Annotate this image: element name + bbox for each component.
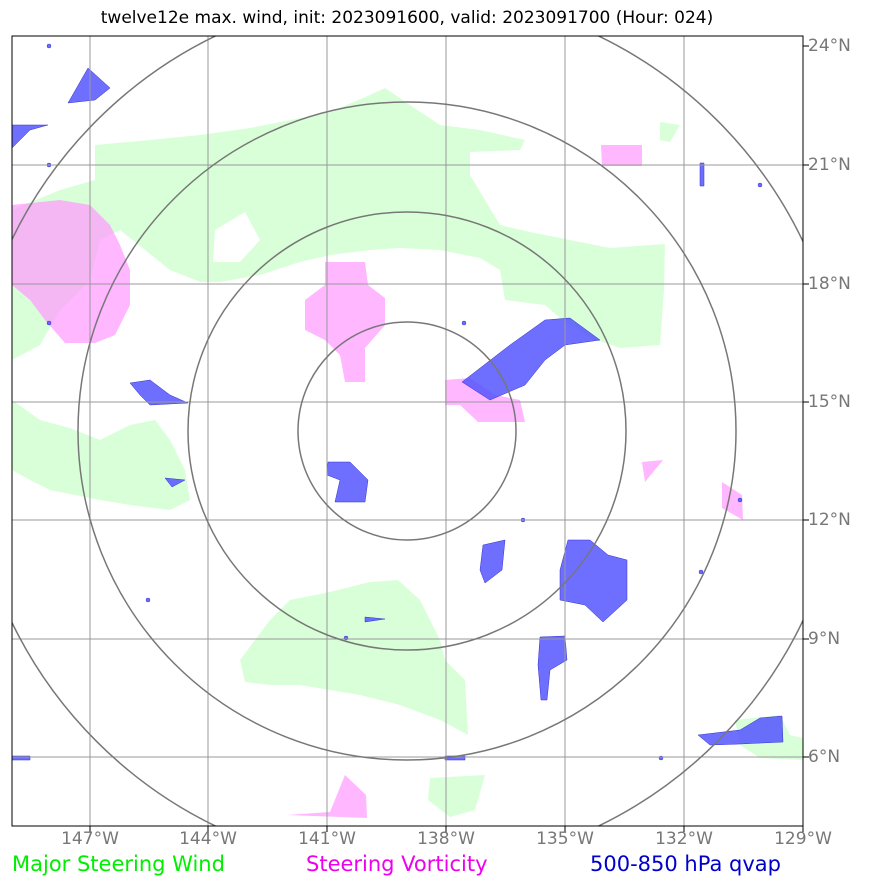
lat-label-18n: 18°N bbox=[808, 274, 851, 294]
lat-label-21n: 21°N bbox=[808, 155, 851, 175]
lat-label-6n: 6°N bbox=[808, 747, 841, 767]
lat-label-24n: 24°N bbox=[808, 36, 851, 56]
lat-label-12n: 12°N bbox=[808, 510, 851, 530]
legend-steering-vorticity: Steering Vorticity bbox=[306, 852, 488, 876]
lat-label-9n: 9°N bbox=[808, 629, 841, 649]
axis-ticks bbox=[89, 45, 809, 832]
lon-label-147w: 147°W bbox=[61, 829, 119, 849]
range-rings bbox=[12, 36, 803, 826]
steering-vorticity-areas bbox=[12, 145, 743, 818]
lon-label-138w: 138°W bbox=[417, 829, 475, 849]
lon-label-144w: 144°W bbox=[179, 829, 237, 849]
lon-label-129w: 129°W bbox=[774, 829, 832, 849]
map-title: twelve12e max. wind, init: 2023091600, v… bbox=[100, 8, 714, 28]
map-frame bbox=[11, 35, 804, 827]
lon-label-135w: 135°W bbox=[536, 829, 594, 849]
graticule bbox=[12, 36, 803, 826]
lon-label-141w: 141°W bbox=[298, 829, 356, 849]
lon-label-132w: 132°W bbox=[655, 829, 713, 849]
lat-label-15n: 15°N bbox=[808, 392, 851, 412]
legend-steering-wind: Major Steering Wind bbox=[12, 852, 225, 876]
legend-qvap: 500-850 hPa qvap bbox=[590, 852, 781, 876]
